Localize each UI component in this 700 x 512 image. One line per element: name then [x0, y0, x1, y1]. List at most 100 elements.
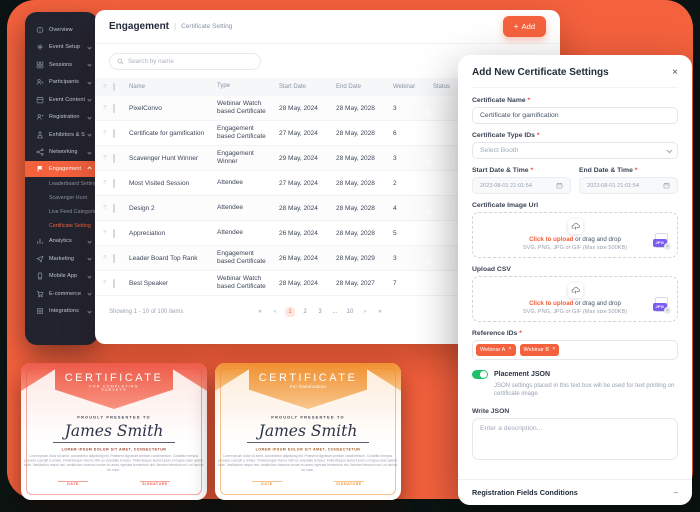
row-checkbox[interactable]: [113, 278, 115, 288]
sidebar-subitem-scavenger-hunt[interactable]: Scavenger Hunt: [25, 191, 98, 205]
row-checkbox[interactable]: [113, 153, 115, 163]
cell-name: Appreciation: [129, 229, 166, 237]
write-json-textarea[interactable]: Enter a description...: [472, 417, 678, 460]
sidebar-subitem-live-feed-categories[interactable]: Live Feed Categories: [25, 205, 98, 219]
placement-json-toggle[interactable]: [472, 370, 488, 379]
registration-fields-section[interactable]: Registration Fields Conditions –: [458, 479, 692, 505]
cell-start-date: 27 May, 2024: [279, 179, 318, 187]
sidebar-item-engagement[interactable]: Engagement: [25, 161, 98, 177]
cell-webinar: 3: [393, 104, 397, 112]
column-name[interactable]: Name: [129, 84, 146, 90]
column-type[interactable]: Type: [217, 83, 231, 90]
sidebar-item-sessions[interactable]: Sessions: [25, 56, 98, 74]
sidebar-item-overview[interactable]: Overview: [25, 21, 98, 39]
certificate-tagline: LOREM IPSUM DOLOR SIT AMET, CONSECTETUR: [61, 448, 167, 452]
sidebar-item-ecommerce[interactable]: E-commerce: [25, 285, 98, 303]
end-date-field[interactable]: 2023-08-01 21:01:54: [579, 177, 678, 194]
sidebar-item-label: Analytics: [49, 238, 72, 245]
row-checkbox[interactable]: [113, 203, 115, 213]
csv-upload[interactable]: Click to upload or drag and drop SVG, PN…: [472, 276, 678, 322]
sidebar-item-exhibitors-sponsors[interactable]: Exhibitors & Sponsors: [25, 126, 98, 144]
cell-webinar: 4: [393, 204, 397, 212]
sidebar-subitem-certificate-setting[interactable]: Certificate Setting: [25, 219, 98, 233]
add-button[interactable]: + Add: [502, 16, 546, 37]
drag-handle-icon[interactable]: ⠿: [103, 105, 107, 111]
chevron-down-icon: [87, 150, 92, 155]
sidebar-item-networking[interactable]: Networking: [25, 144, 98, 162]
table-row[interactable]: ⠿ Best Speaker Webinar Watch based Certi…: [95, 271, 560, 296]
column-status[interactable]: Status: [433, 84, 451, 90]
table-footer: Showing 1 - 10 of 100 items « ‹ 1 2 3 ..…: [95, 296, 560, 328]
cell-type: Engagement based Certificate: [217, 249, 266, 265]
remove-tag-icon[interactable]: ×: [508, 346, 512, 353]
participants-icon: [36, 78, 44, 86]
drag-handle-icon[interactable]: ⠿: [103, 255, 107, 261]
sidebar-item-marketing[interactable]: Marketing: [25, 250, 98, 268]
cell-name: Design 2: [129, 204, 155, 212]
remove-file-icon[interactable]: ×: [664, 307, 671, 314]
drag-handle-icon[interactable]: ⠿: [103, 155, 107, 161]
row-checkbox[interactable]: [113, 128, 115, 138]
chevron-down-icon: [87, 239, 92, 244]
sidebar-item-event-content[interactable]: Event Content: [25, 91, 98, 109]
date-signature-line: SIGNATURE: [333, 481, 365, 486]
drag-handle-icon[interactable]: ⠿: [103, 280, 107, 286]
upload-hint: SVG, PNG, JPG or GIF (Max size 500KB): [522, 309, 628, 315]
page-number-1[interactable]: 1: [285, 307, 295, 317]
row-checkbox[interactable]: [113, 228, 115, 238]
row-checkbox[interactable]: [113, 103, 115, 113]
table-row[interactable]: ⠿ Most Visited Session Attendee 27 May, …: [95, 171, 560, 196]
start-date-field[interactable]: 2023-08-01 21:01:54: [472, 177, 571, 194]
page-number-2[interactable]: 2: [303, 309, 307, 315]
reference-ids-field[interactable]: Webinar A × Webinar B ×: [472, 340, 678, 360]
page-first-button[interactable]: «: [258, 309, 262, 315]
page-prev-button[interactable]: ‹: [274, 309, 276, 315]
collapse-icon[interactable]: –: [673, 488, 678, 497]
sidebar-item-event-setup[interactable]: Event Setup: [25, 39, 98, 57]
table-row[interactable]: ⠿ Certificate for gamification Engagemen…: [95, 121, 560, 146]
certificate-image-upload[interactable]: Click to upload or drag and drop SVG, PN…: [472, 212, 678, 258]
presented-to-label: PROUDLY PRESENTED TO: [271, 416, 345, 420]
remove-tag-icon[interactable]: ×: [552, 346, 556, 353]
close-icon[interactable]: ×: [672, 66, 678, 78]
tag-label: Webinar A: [480, 347, 506, 353]
certificate-subtitle: FOR COMPLETING SURVEYS: [89, 385, 139, 393]
page-next-button[interactable]: ›: [364, 309, 366, 315]
upload-cta-rest: or drag and drop: [573, 236, 621, 243]
page-last-button[interactable]: »: [378, 309, 382, 315]
chevron-down-icon: [87, 80, 92, 85]
row-checkbox[interactable]: [113, 253, 115, 263]
select-all-checkbox[interactable]: [113, 83, 115, 91]
ecommerce-cart-icon: [36, 290, 44, 298]
column-start-date[interactable]: Start Date: [279, 84, 307, 90]
drag-handle-icon[interactable]: ⠿: [103, 230, 107, 236]
certificate-type-select[interactable]: Select Booth: [472, 142, 678, 159]
sidebar-item-registration[interactable]: Registration: [25, 109, 98, 127]
column-webinar[interactable]: Webinar: [393, 84, 416, 90]
sidebar-item-label: Event Setup: [49, 44, 81, 51]
upload-cloud-icon: [567, 219, 583, 234]
cell-start-date: 28 May, 2024: [279, 279, 318, 287]
recipient-name: James Smith: [258, 422, 358, 440]
sidebar-item-label: Sessions: [49, 61, 73, 68]
page-number-3[interactable]: 3: [318, 309, 322, 315]
drag-handle-icon[interactable]: ⠿: [103, 130, 107, 136]
remove-file-icon[interactable]: ×: [664, 243, 671, 250]
sidebar-item-participants[interactable]: Participants: [25, 74, 98, 92]
sidebar-item-analytics[interactable]: Analytics: [25, 233, 98, 251]
row-checkbox[interactable]: [113, 178, 115, 188]
cell-start-date: 27 May, 2024: [279, 129, 318, 137]
column-end-date[interactable]: End Date: [336, 84, 362, 90]
table-row[interactable]: ⠿ Appreciation Attendee 26 May, 2024 28 …: [95, 221, 560, 246]
cell-start-date: 29 May, 2024: [279, 154, 318, 162]
sidebar-item-integrations[interactable]: Integrations: [25, 303, 98, 321]
search-input[interactable]: Search by name: [109, 53, 261, 70]
certificate-name-field[interactable]: Certificate for gamification: [472, 107, 678, 124]
drag-handle-icon[interactable]: ⠿: [103, 205, 107, 211]
sidebar-item-mobile-app[interactable]: Mobile App: [25, 268, 98, 286]
cell-start-date: 26 May, 2024: [279, 229, 318, 237]
sidebar-subitem-leaderboard-settings[interactable]: Leaderboard Settings: [25, 177, 98, 191]
page-number-10[interactable]: 10: [346, 309, 354, 315]
drag-handle-icon[interactable]: ⠿: [103, 180, 107, 186]
reference-ids-label: Reference IDs *: [472, 330, 522, 337]
